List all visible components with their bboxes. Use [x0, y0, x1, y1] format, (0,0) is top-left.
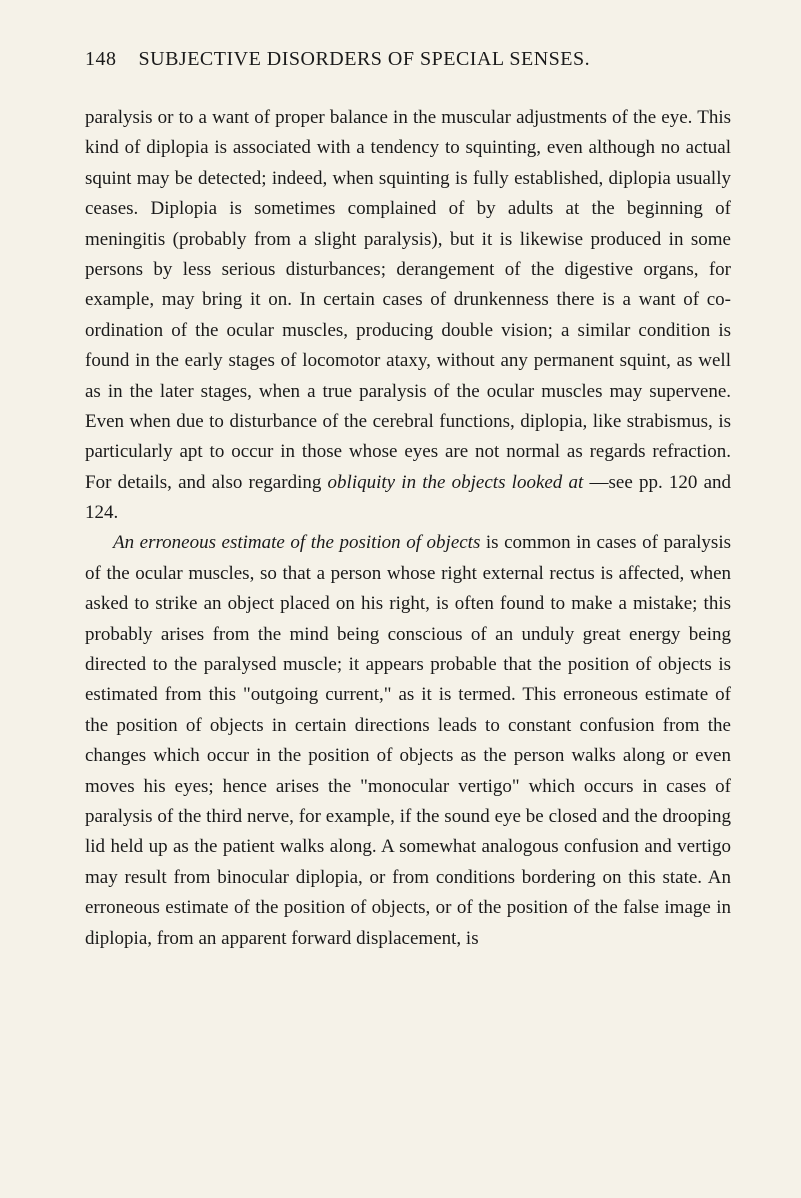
paragraph-2-text: is common in cases of paralysis of the o… — [85, 532, 731, 948]
paragraph-1-text: paralysis or to a want of proper balance… — [85, 107, 731, 493]
page-number: 148 — [85, 48, 117, 70]
header-title: SUBJECTIVE DISORDERS OF SPECIAL SENSES. — [139, 48, 591, 70]
paragraph-1: paralysis or to a want of proper balance… — [85, 103, 731, 528]
page-header: 148 SUBJECTIVE DISORDERS OF SPECIAL SENS… — [85, 48, 731, 71]
header-separator — [122, 48, 133, 70]
paragraph-2: An erroneous estimate of the position of… — [85, 528, 731, 953]
italic-phrase-2: An erroneous estimate of the position of… — [113, 532, 480, 553]
italic-phrase-1: obliquity in the objects looked at — [328, 472, 584, 493]
body-text: paralysis or to a want of proper balance… — [85, 103, 731, 954]
document-page: 148 SUBJECTIVE DISORDERS OF SPECIAL SENS… — [0, 0, 801, 1002]
